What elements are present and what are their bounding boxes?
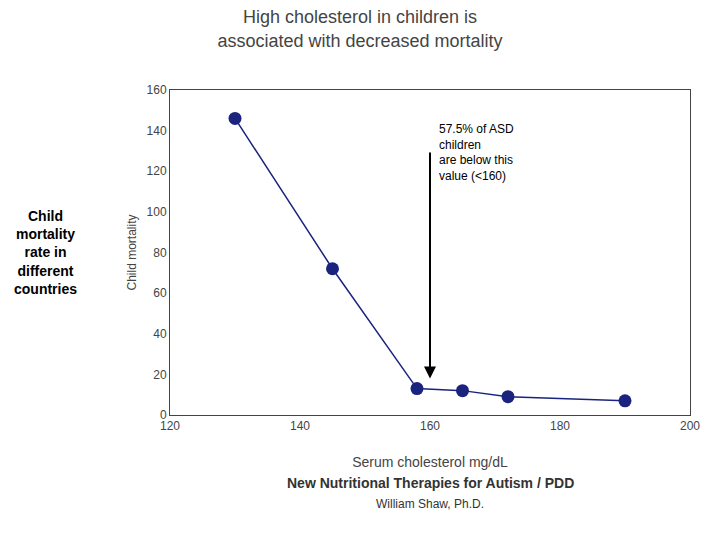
svg-text:140: 140	[290, 419, 310, 433]
svg-text:180: 180	[550, 419, 570, 433]
svg-text:0: 0	[160, 408, 167, 422]
svg-text:140: 140	[147, 124, 167, 138]
svg-text:160: 160	[420, 419, 440, 433]
svg-text:100: 100	[147, 205, 167, 219]
svg-text:160: 160	[147, 83, 167, 97]
svg-text:Childmortalityrate indifferent: Childmortalityrate indifferentcountries	[14, 208, 77, 297]
svg-text:Child mortality: Child mortality	[125, 214, 139, 290]
svg-text:High cholesterol in children i: High cholesterol in children isassociate…	[217, 7, 502, 50]
svg-text:57.5% of ASDchildrenare below: 57.5% of ASDchildrenare below thisvalue …	[439, 122, 514, 183]
svg-text:40: 40	[153, 327, 167, 341]
svg-text:60: 60	[153, 286, 167, 300]
svg-text:200: 200	[680, 419, 700, 433]
svg-text:120: 120	[160, 419, 180, 433]
svg-text:20: 20	[153, 368, 167, 382]
svg-text:New Nutritional Therapies for: New Nutritional Therapies for Autism / P…	[287, 475, 574, 491]
svg-text:120: 120	[147, 164, 167, 178]
svg-text:Serum cholesterol mg/dL: Serum cholesterol mg/dL	[352, 454, 508, 470]
svg-text:William Shaw, Ph.D.: William Shaw, Ph.D.	[376, 497, 484, 511]
svg-text:80: 80	[153, 246, 167, 260]
